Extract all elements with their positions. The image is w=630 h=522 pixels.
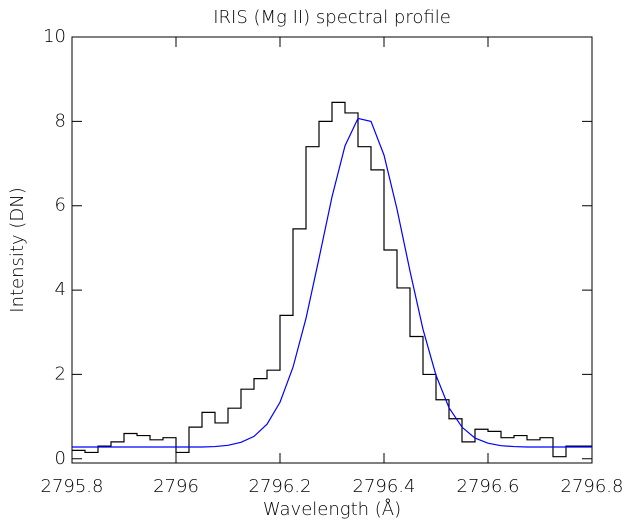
plot-frame [71, 36, 593, 464]
y-axis-label: Intensity (DN) [7, 187, 28, 312]
x-tick-label: 2796.2 [249, 476, 312, 497]
x-tick-label: 2796 [153, 476, 199, 497]
y-tick-label: 10 [43, 26, 66, 47]
y-tick-label: 6 [55, 195, 66, 216]
y-tick-label: 4 [55, 279, 66, 300]
x-tick-label: 2796.6 [457, 476, 520, 497]
y-tick-label: 2 [55, 363, 66, 384]
series-line [72, 101, 592, 458]
chart-title: IRIS (Mg II) spectral profile [213, 7, 451, 28]
x-tick-label: 2795.8 [41, 476, 104, 497]
x-axis-label: Wavelength (Å) [263, 498, 401, 520]
series-line [72, 117, 592, 448]
y-tick-label: 8 [55, 110, 66, 131]
x-tick-label: 2796.8 [561, 476, 624, 497]
y-tick-label: 0 [55, 448, 66, 469]
x-tick-label: 2796.4 [353, 476, 416, 497]
